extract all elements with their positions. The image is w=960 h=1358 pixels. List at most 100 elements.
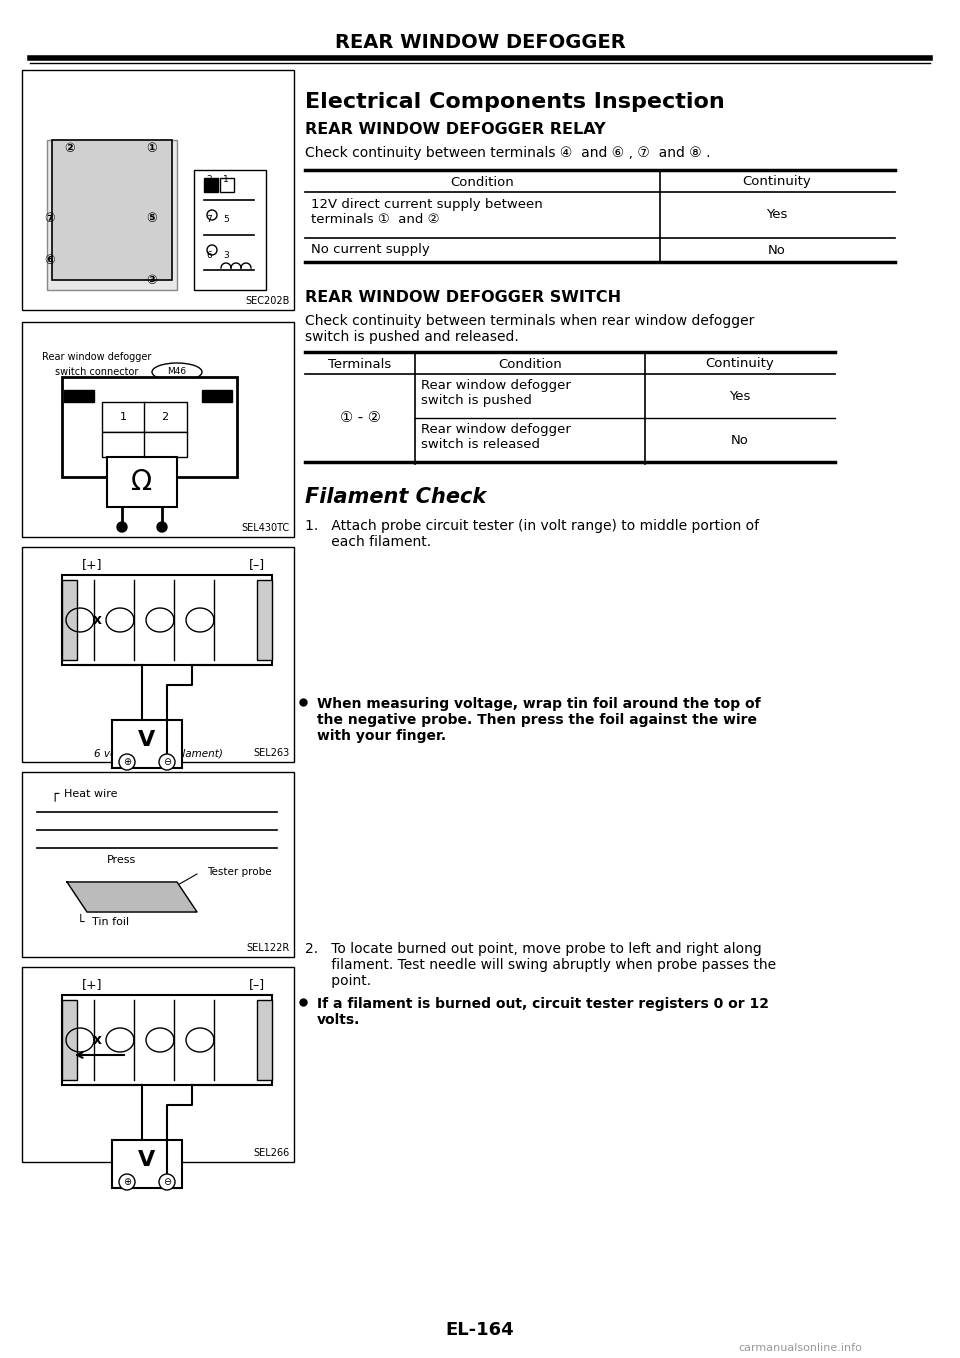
Text: carmanualsonline.info: carmanualsonline.info: [738, 1343, 862, 1353]
Text: x: x: [92, 1033, 102, 1047]
Text: Tin foil: Tin foil: [92, 917, 130, 928]
Text: Press: Press: [108, 856, 136, 865]
Text: REAR WINDOW DEFOGGER SWITCH: REAR WINDOW DEFOGGER SWITCH: [305, 291, 621, 306]
Text: Rear window defogger
switch is released: Rear window defogger switch is released: [421, 422, 571, 451]
Bar: [22, 547, 294, 762]
Text: [–]: [–]: [249, 558, 265, 572]
Bar: [62, 995, 272, 1085]
Text: If a filament is burned out, circuit tester registers 0 or 12
volts.: If a filament is burned out, circuit tes…: [317, 997, 769, 1027]
Bar: [102, 432, 187, 458]
Text: Condition: Condition: [450, 175, 514, 189]
Bar: [62, 999, 77, 1080]
Text: [–]: [–]: [249, 979, 265, 991]
Text: 1: 1: [223, 175, 228, 185]
Bar: [194, 170, 266, 291]
Text: V: V: [138, 731, 156, 750]
Bar: [22, 322, 294, 536]
Bar: [257, 580, 272, 660]
Circle shape: [207, 210, 217, 220]
Circle shape: [159, 1175, 175, 1190]
Text: Yes: Yes: [766, 209, 788, 221]
Text: 7: 7: [206, 216, 212, 224]
Bar: [107, 458, 177, 507]
Text: SEL266: SEL266: [253, 1148, 290, 1158]
Text: 6: 6: [206, 250, 212, 259]
Text: 2.   To locate burned out point, move probe to left and right along
      filame: 2. To locate burned out point, move prob…: [305, 942, 776, 989]
Text: Continuity: Continuity: [706, 357, 775, 371]
Circle shape: [157, 521, 167, 532]
Text: Filament Check: Filament Check: [305, 488, 487, 507]
Circle shape: [117, 521, 127, 532]
Text: Rear window defogger
switch is pushed: Rear window defogger switch is pushed: [421, 379, 571, 407]
Text: SEL122R: SEL122R: [247, 942, 290, 953]
Text: SEC202B: SEC202B: [246, 296, 290, 306]
Text: 2: 2: [161, 411, 169, 422]
Text: Check continuity between terminals when rear window defogger
switch is pushed an: Check continuity between terminals when …: [305, 314, 755, 344]
Text: ┌: ┌: [50, 788, 59, 801]
Text: Tester probe: Tester probe: [207, 866, 272, 877]
Text: No: No: [732, 433, 749, 447]
Text: 5: 5: [223, 216, 228, 224]
Text: Condition: Condition: [498, 357, 562, 371]
Text: SEL263: SEL263: [253, 748, 290, 758]
Bar: [102, 402, 187, 432]
Bar: [112, 720, 182, 769]
Text: Continuity: Continuity: [743, 175, 811, 189]
Bar: [22, 71, 294, 310]
Text: ②: ②: [64, 141, 75, 155]
Text: Rear window defogger: Rear window defogger: [42, 352, 152, 363]
Bar: [22, 967, 294, 1162]
Bar: [204, 178, 218, 191]
Bar: [202, 390, 232, 402]
Text: When measuring voltage, wrap tin foil around the top of
the negative probe. Then: When measuring voltage, wrap tin foil ar…: [317, 697, 760, 743]
Text: 6 volts (normal filament): 6 volts (normal filament): [93, 748, 223, 758]
Text: Electrical Components Inspection: Electrical Components Inspection: [305, 92, 725, 111]
Text: REAR WINDOW DEFOGGER: REAR WINDOW DEFOGGER: [335, 33, 625, 52]
Text: ⊖: ⊖: [163, 756, 171, 767]
Text: ① - ②: ① - ②: [340, 410, 380, 425]
Text: 1.   Attach probe circuit tester (in volt range) to middle portion of
      each: 1. Attach probe circuit tester (in volt …: [305, 519, 759, 549]
Text: ⑤: ⑤: [147, 212, 157, 224]
Text: [+]: [+]: [82, 558, 103, 572]
Circle shape: [159, 754, 175, 770]
Bar: [220, 178, 234, 191]
Text: ⊖: ⊖: [163, 1177, 171, 1187]
Circle shape: [119, 754, 135, 770]
Circle shape: [207, 244, 217, 255]
Bar: [64, 390, 94, 402]
Text: No current supply: No current supply: [311, 243, 430, 257]
Text: Ω: Ω: [132, 469, 153, 496]
Text: switch connector: switch connector: [56, 367, 138, 378]
Text: ③: ③: [147, 273, 157, 287]
Text: 12V direct current supply between
terminals ①  and ②: 12V direct current supply between termin…: [311, 198, 542, 225]
Text: Terminals: Terminals: [328, 357, 392, 371]
Text: x: x: [92, 612, 102, 627]
Text: Heat wire: Heat wire: [64, 789, 117, 799]
Text: ⊕: ⊕: [123, 1177, 132, 1187]
Bar: [22, 771, 294, 957]
Bar: [62, 580, 77, 660]
Polygon shape: [67, 881, 197, 913]
Text: Check continuity between terminals ④  and ⑥ , ⑦  and ⑧ .: Check continuity between terminals ④ and…: [305, 147, 710, 160]
Bar: [257, 999, 272, 1080]
Text: 2: 2: [206, 175, 212, 185]
Bar: [62, 378, 237, 477]
Text: SEL430TC: SEL430TC: [242, 523, 290, 532]
Bar: [112, 1139, 182, 1188]
Text: V: V: [138, 1150, 156, 1171]
Bar: [52, 140, 172, 280]
Bar: [62, 574, 272, 665]
Text: No: No: [768, 243, 786, 257]
Circle shape: [119, 1175, 135, 1190]
Text: ⑥: ⑥: [45, 254, 56, 266]
Text: Yes: Yes: [730, 390, 751, 402]
Text: ①: ①: [147, 141, 157, 155]
Text: REAR WINDOW DEFOGGER RELAY: REAR WINDOW DEFOGGER RELAY: [305, 122, 606, 137]
Text: └: └: [77, 915, 84, 929]
Text: [+]: [+]: [82, 979, 103, 991]
Text: 1: 1: [119, 411, 127, 422]
Ellipse shape: [152, 363, 202, 382]
Text: 3: 3: [223, 250, 228, 259]
Text: ⊕: ⊕: [123, 756, 132, 767]
Bar: [47, 140, 177, 291]
